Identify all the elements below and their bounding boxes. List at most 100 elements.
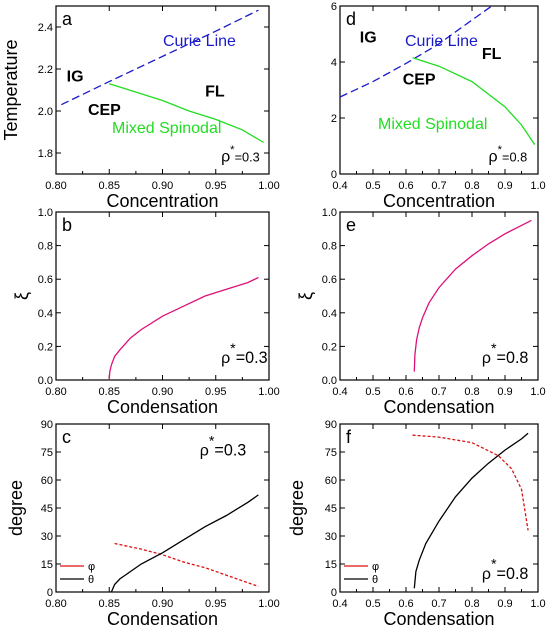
x-tick-label: 0.80 [45,180,66,192]
series-line-0 [412,434,529,531]
region-annotation: FL [205,83,225,100]
x-tick-label: 1.00 [258,180,279,192]
rho-annotation: ρ*=0.3 [200,433,247,459]
x-tick-label: 0.90 [152,180,173,192]
y-tick-label: 45 [41,503,53,515]
region-annotation: FL [482,46,502,63]
series-line-0 [108,276,259,380]
x-tick-label: 0.7 [431,598,446,610]
x-tick-label: 0.4 [332,386,347,398]
x-tick-label: 0.90 [152,598,173,610]
x-tick-label: 0.85 [99,180,120,192]
y-tick-label: 75 [325,447,337,459]
series-line-0 [114,542,259,588]
x-axis-label: Condensation [383,397,494,417]
y-tick-label: 0.2 [38,341,53,353]
y-tick-label: 30 [325,531,337,543]
series-line-1 [109,83,265,144]
legend-label-1: θ [372,574,378,586]
rho-annotation: ρ*=0.8 [489,144,528,165]
y-tick-label: 90 [41,419,53,431]
x-tick-label: 1.00 [258,386,279,398]
y-tick-label: 0 [47,587,53,599]
panel-letter: e [346,215,356,235]
x-tick-label: 0.5 [365,598,380,610]
panel-letter: d [346,9,356,29]
legend-label-1: θ [88,574,94,586]
series-name-label: Curie Line [163,33,236,50]
x-tick-label: 0.85 [99,598,120,610]
y-tick-label: 90 [325,419,337,431]
x-tick-label: 0.7 [431,180,446,192]
y-axis-label: degree [287,480,307,536]
panel-letter: c [62,427,71,447]
region-annotation: IG [67,69,84,86]
x-tick-label: 0.80 [45,598,66,610]
y-tick-label: 0.8 [322,241,337,253]
y-tick-label: 60 [41,475,53,487]
y-tick-label: 30 [41,531,53,543]
panel-f: 0.4 0.5 0.6 0.7 0.8 0.9 1.0 0 15 30 45 60 75 90 Conden… [287,419,546,629]
panel-d: 0.4 0.5 0.6 0.7 0.8 0.9 1.0 0 2 4 6 Concentration d C… [331,1,546,211]
y-tick-label: 2.0 [38,106,53,118]
x-tick-label: 0.8 [464,598,479,610]
x-axis-label: Concentration [106,191,218,211]
y-tick-label: 0 [331,169,337,181]
panel-letter: b [62,215,72,235]
x-tick-label: 0.9 [497,180,512,192]
y-tick-label: 1.0 [322,207,337,219]
y-tick-label: 0.0 [322,375,337,387]
y-tick-label: 2 [331,113,337,125]
panel-letter: a [62,9,73,29]
y-axis-label: Temperature [1,39,21,140]
legend-label-0: φ [88,561,95,573]
y-tick-label: 15 [41,559,53,571]
y-tick-label: 0.4 [322,308,337,320]
panel-b: 0.80 0.85 0.90 0.95 1.00 0.0 0.2 0.4 0.6 0.8 1.0 Co… [12,207,280,417]
y-tick-label: 0.6 [322,274,337,286]
region-annotation: CEP [403,71,436,88]
series-line-0 [61,9,259,106]
y-tick-label: 0.4 [38,308,53,320]
y-tick-label: 2.4 [38,22,53,34]
x-tick-label: 0.9 [497,386,512,398]
region-annotation: CEP [88,102,121,119]
x-tick-label: 0.5 [365,180,380,192]
panel-letter: f [346,427,352,447]
y-tick-label: 0.8 [38,241,53,253]
x-axis-label: Condensation [107,609,218,629]
x-tick-label: 1.0 [530,598,545,610]
y-tick-label: 1.8 [38,148,53,160]
rho-annotation: ρ*=0.3 [221,144,260,165]
legend-label-0: φ [372,561,379,573]
x-tick-label: 0.85 [99,386,120,398]
x-tick-label: 1.0 [530,180,545,192]
y-tick-label: 0 [331,587,337,599]
x-tick-label: 0.4 [332,598,347,610]
panel-a: 0.80 0.85 0.90 0.95 1.00 1.8 2.0 2.2 2.4 Concentr… [1,5,280,211]
x-tick-label: 0.80 [45,386,66,398]
x-tick-label: 0.5 [365,386,380,398]
rho-annotation: ρ*=0.3 [221,341,268,367]
series-name-label: Mixed Spinodal [112,120,221,137]
x-tick-label: 0.4 [332,180,347,192]
x-tick-label: 0.8 [464,180,479,192]
y-tick-label: 0.6 [38,274,53,286]
x-axis-label: Condensation [383,609,494,629]
y-tick-label: 0.0 [38,375,53,387]
x-tick-label: 0.95 [205,386,226,398]
panel-c: 0.80 0.85 0.90 0.95 1.00 0 15 30 45 60 75 90 Condens… [6,419,280,629]
x-tick-label: 1.00 [258,598,279,610]
y-tick-label: 60 [325,475,337,487]
series-name-label: Curie Line [405,33,478,50]
x-tick-label: 0.6 [398,598,413,610]
x-axis-label: Condensation [107,397,218,417]
y-tick-label: 6 [331,1,337,13]
rho-annotation: ρ*=0.8 [482,341,529,367]
x-tick-label: 0.95 [205,180,226,192]
y-axis-label: ξ [296,292,316,300]
y-tick-label: 0.2 [322,341,337,353]
series-name-label: Mixed Spinodal [378,116,487,133]
y-axis-label: degree [6,480,26,536]
